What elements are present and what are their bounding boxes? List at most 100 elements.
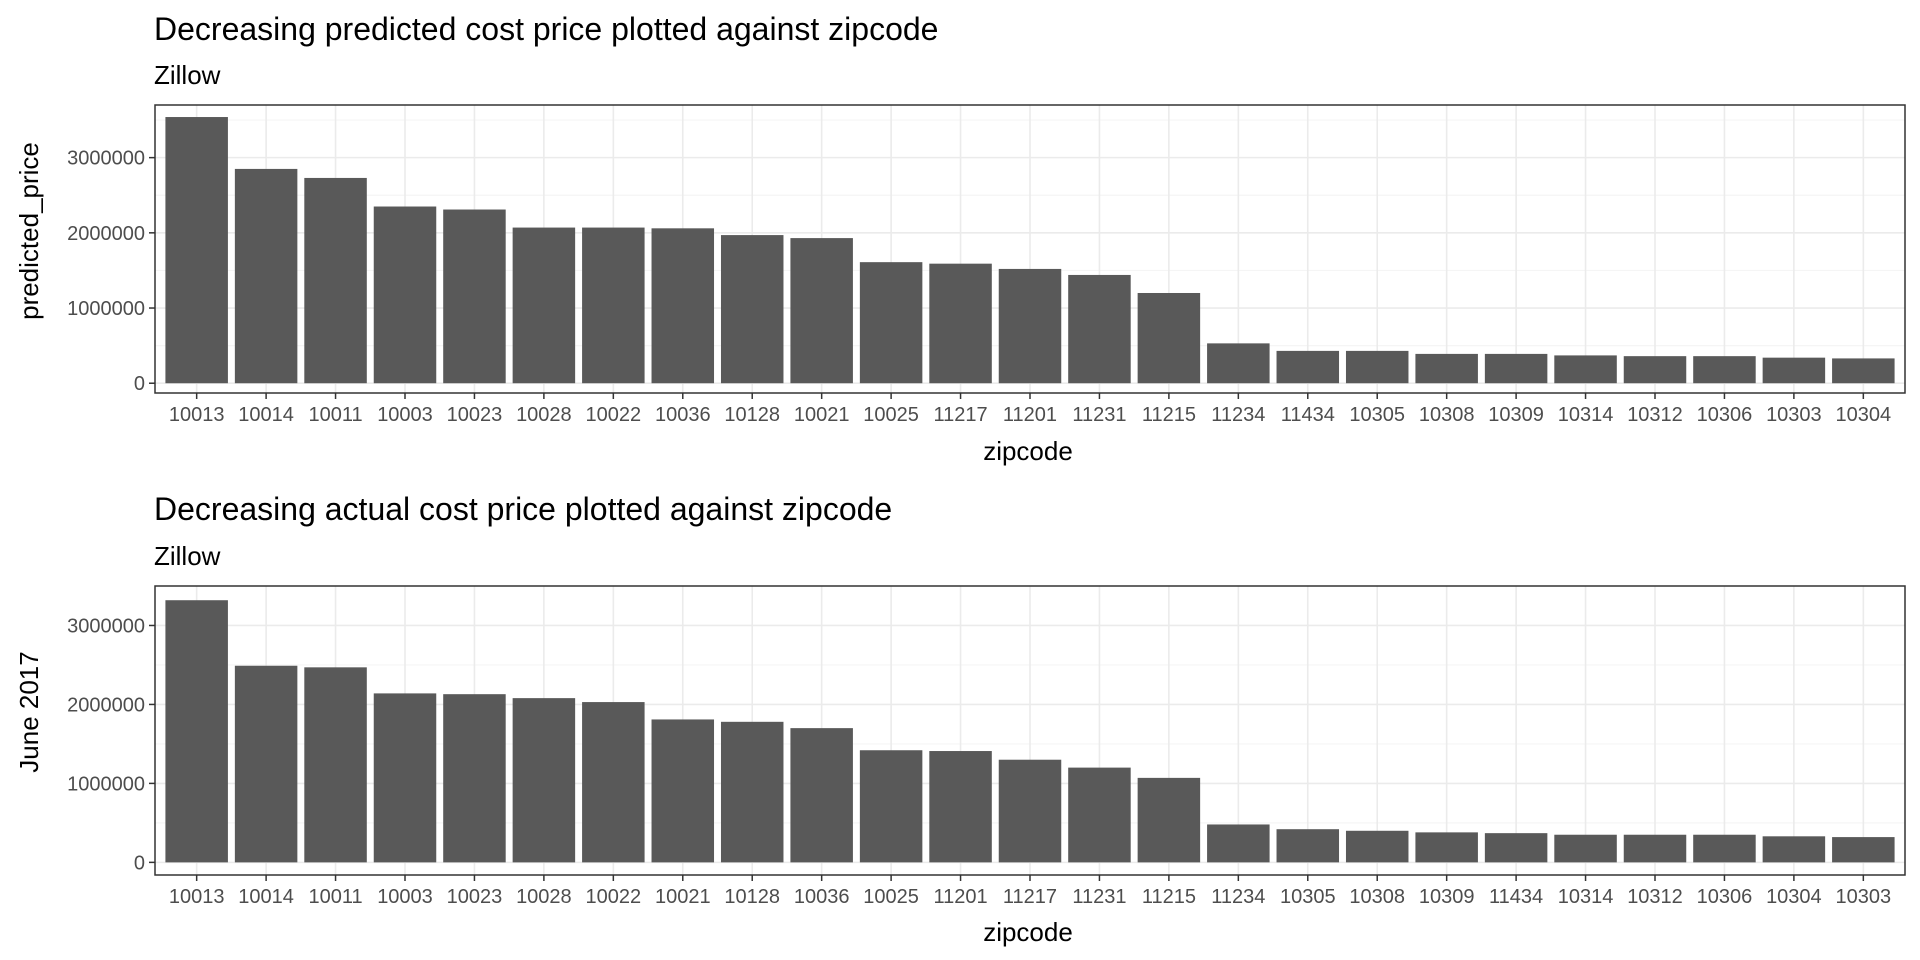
x-tick-label: 10022 [586, 886, 642, 908]
bar-10025 [859, 262, 923, 384]
x-tick-label: 11201 [933, 886, 987, 908]
bar-10304 [1762, 836, 1826, 863]
bar-10003 [373, 693, 437, 863]
x-tick-label: 11217 [933, 404, 987, 426]
bar-10303 [1832, 837, 1895, 863]
bar-10314 [1554, 355, 1617, 384]
chart-actual-price: Decreasing actual cost price plotted aga… [14, 491, 1906, 947]
x-tick-label: 10013 [169, 886, 225, 908]
chart-1-y-axis-title: predicted_price [14, 142, 44, 320]
x-tick-label: 10312 [1627, 886, 1683, 908]
bar-10022 [582, 702, 645, 863]
y-tick-label: 1000000 [67, 298, 145, 320]
x-tick-label: 10309 [1419, 886, 1475, 908]
chart-2-y-axis-title: June 2017 [14, 651, 44, 772]
bar-10312 [1623, 356, 1687, 384]
x-tick-label: 10003 [377, 404, 433, 426]
bar-11434 [1276, 350, 1340, 384]
bar-11434 [1484, 833, 1548, 863]
bar-10028 [512, 227, 576, 384]
bar-10013 [165, 600, 228, 863]
x-tick-label: 10003 [377, 886, 433, 908]
x-tick-label: 10023 [447, 404, 503, 426]
x-tick-label: 11215 [1142, 404, 1196, 426]
bar-10305 [1276, 829, 1340, 863]
bar-11231 [1068, 274, 1131, 384]
x-tick-label: 11234 [1211, 404, 1265, 426]
bar-10003 [373, 206, 437, 384]
x-tick-label: 10314 [1558, 404, 1614, 426]
x-tick-label: 10025 [863, 886, 919, 908]
x-tick-label: 10011 [308, 886, 362, 908]
bar-10303 [1762, 357, 1826, 384]
x-tick-label: 11434 [1281, 404, 1335, 426]
x-tick-label: 10306 [1697, 404, 1753, 426]
x-tick-label: 10013 [169, 404, 225, 426]
y-tick-label: 2000000 [67, 223, 145, 245]
bar-10021 [651, 719, 715, 863]
x-tick-label: 11231 [1072, 886, 1126, 908]
bar-10014 [234, 665, 298, 863]
bar-10013 [165, 117, 228, 384]
bar-10309 [1484, 353, 1548, 384]
x-tick-label: 10025 [863, 404, 919, 426]
chart-1-x-axis-title: zipcode [983, 436, 1073, 466]
x-tick-label: 10014 [238, 886, 294, 908]
x-tick-label: 10022 [586, 404, 642, 426]
x-tick-label: 10028 [516, 404, 572, 426]
bar-10025 [859, 750, 923, 863]
bar-10314 [1554, 834, 1617, 863]
chart-2-x-axis-title: zipcode [983, 917, 1073, 947]
y-tick-label: 0 [134, 852, 145, 874]
bar-10305 [1345, 350, 1409, 384]
x-tick-label: 10303 [1766, 404, 1822, 426]
bar-10028 [512, 698, 576, 863]
bar-10306 [1693, 356, 1756, 384]
bar-11217 [998, 759, 1062, 863]
bar-10128 [720, 721, 784, 863]
bar-10308 [1345, 830, 1409, 863]
x-tick-label: 10011 [308, 404, 362, 426]
bar-11201 [998, 268, 1062, 384]
bar-11234 [1207, 824, 1270, 863]
bar-11234 [1207, 343, 1270, 384]
chart-2-subtitle: Zillow [154, 541, 221, 571]
bar-10023 [443, 694, 506, 863]
x-tick-label: 11231 [1072, 404, 1126, 426]
x-tick-label: 11434 [1489, 886, 1543, 908]
x-tick-label: 10021 [655, 886, 711, 908]
bar-10021 [790, 238, 853, 384]
chart-2-title: Decreasing actual cost price plotted aga… [154, 491, 892, 527]
x-tick-label: 11234 [1211, 886, 1265, 908]
y-tick-label: 0 [134, 373, 145, 395]
bar-10011 [304, 667, 367, 863]
x-tick-label: 11201 [1003, 404, 1057, 426]
chart-1-subtitle: Zillow [154, 60, 221, 90]
bar-10011 [304, 177, 367, 384]
x-tick-label: 10036 [655, 404, 711, 426]
x-tick-label: 10312 [1627, 404, 1683, 426]
bar-10036 [651, 228, 715, 384]
x-tick-label: 10308 [1349, 886, 1405, 908]
x-tick-label: 11215 [1142, 886, 1196, 908]
bar-11231 [1068, 767, 1131, 863]
x-tick-label: 10036 [794, 886, 850, 908]
bar-11217 [929, 263, 992, 384]
x-tick-label: 10128 [724, 404, 780, 426]
y-tick-label: 3000000 [67, 615, 145, 637]
x-tick-label: 10128 [724, 886, 780, 908]
bar-10304 [1832, 358, 1895, 384]
x-tick-label: 10021 [794, 404, 850, 426]
x-tick-label: 10306 [1697, 886, 1753, 908]
bar-10312 [1623, 834, 1687, 863]
y-tick-label: 2000000 [67, 694, 145, 716]
bar-10308 [1415, 353, 1478, 384]
x-tick-label: 10023 [447, 886, 503, 908]
x-tick-label: 10014 [238, 404, 294, 426]
x-tick-label: 10305 [1280, 886, 1336, 908]
bar-10306 [1693, 834, 1756, 863]
y-tick-label: 3000000 [67, 148, 145, 170]
x-tick-label: 10028 [516, 886, 572, 908]
y-tick-label: 1000000 [67, 773, 145, 795]
